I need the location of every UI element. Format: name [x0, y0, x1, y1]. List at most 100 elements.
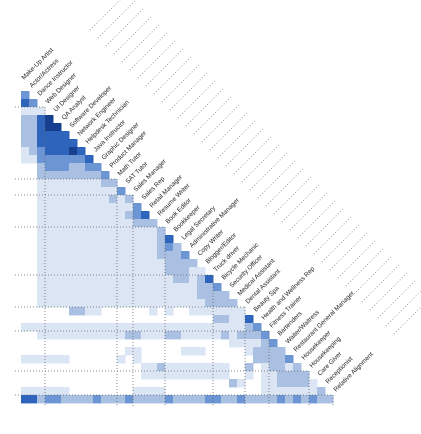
heatmap-cell	[229, 307, 238, 316]
heatmap-cell	[301, 387, 310, 396]
heatmap-cell	[165, 283, 174, 292]
heatmap-cell	[197, 283, 206, 292]
heatmap-cell	[45, 291, 54, 300]
heatmap-cell	[157, 363, 166, 372]
heatmap-cell	[85, 299, 94, 308]
heatmap-cell	[141, 323, 150, 332]
label-leader-line	[185, 87, 225, 127]
heatmap-cell	[125, 331, 134, 340]
heatmap-cell	[53, 387, 62, 396]
heatmap-cell	[61, 211, 70, 220]
heatmap-cell	[61, 155, 70, 164]
heatmap-cell	[85, 283, 94, 292]
heatmap-cell	[85, 171, 94, 180]
heatmap-cell	[93, 331, 102, 340]
heatmap-cell	[37, 251, 46, 260]
heatmap-cell	[45, 123, 54, 132]
label-leader-line	[161, 63, 201, 103]
heatmap-cell	[253, 331, 262, 340]
heatmap-cell	[205, 331, 214, 340]
heatmap-cell	[45, 179, 54, 188]
heatmap-cell	[149, 307, 158, 316]
label-leader-line	[217, 119, 257, 159]
heatmap-cell	[93, 163, 102, 172]
heatmap-cell	[61, 227, 70, 236]
heatmap-cell	[37, 131, 46, 140]
heatmap-cell	[285, 395, 294, 404]
heatmap-cell	[77, 195, 86, 204]
heatmap-cell	[189, 299, 198, 308]
heatmap-cell	[117, 187, 126, 196]
heatmap-cell	[53, 323, 62, 332]
heatmap-cell	[165, 331, 174, 340]
label-leader-line	[385, 290, 421, 327]
heatmap-cell	[93, 259, 102, 268]
heatmap-cell	[45, 203, 54, 212]
heatmap-cell	[37, 115, 46, 124]
heatmap-cell	[205, 291, 214, 300]
heatmap-cell	[125, 203, 134, 212]
heatmap-cell	[69, 155, 78, 164]
heatmap-cell	[173, 363, 182, 372]
heatmap-cell	[157, 283, 166, 292]
heatmap-cell	[149, 235, 158, 244]
heatmap-cell	[245, 363, 254, 372]
heatmap-cell	[37, 355, 46, 364]
heatmap-cell	[69, 203, 78, 212]
heatmap-cell	[133, 219, 142, 228]
heatmap-cell	[173, 323, 182, 332]
heatmap-cell	[93, 179, 102, 188]
heatmap-cell	[133, 291, 142, 300]
heatmap-cell	[21, 139, 30, 148]
heatmap-cell	[77, 147, 86, 156]
heatmap-cell	[53, 331, 62, 340]
heatmap-cell	[117, 267, 126, 276]
heatmap-cell	[253, 395, 262, 404]
heatmap-cell	[229, 299, 238, 308]
heatmap-cell	[69, 283, 78, 292]
heatmap-cell	[261, 339, 270, 348]
heatmap-cell	[21, 123, 30, 132]
heatmap-cell	[77, 171, 86, 180]
heatmap-cell	[61, 147, 70, 156]
heatmap-cell	[37, 283, 46, 292]
heatmap-cell	[213, 371, 222, 380]
heatmap-cell	[221, 371, 230, 380]
heatmap-cell	[125, 259, 134, 268]
heatmap-cell	[285, 379, 294, 388]
heatmap-cell	[69, 243, 78, 252]
heatmap-cell	[109, 275, 118, 284]
heatmap-cell	[69, 163, 78, 172]
heatmap-cell	[117, 227, 126, 236]
heatmap-cell	[45, 387, 54, 396]
heatmap-cell	[53, 171, 62, 180]
label-leader-line	[137, 39, 177, 79]
heatmap-cell	[69, 307, 78, 316]
heatmap-cell	[261, 331, 270, 340]
heatmap-cell	[85, 195, 94, 204]
heatmap-cell	[109, 299, 118, 308]
heatmap-cell	[133, 347, 142, 356]
heatmap-cell	[53, 163, 62, 172]
heatmap-cell	[61, 291, 70, 300]
heatmap-cell	[21, 91, 30, 100]
heatmap-cell	[125, 267, 134, 276]
heatmap-cell	[245, 395, 254, 404]
heatmap-cell	[221, 331, 230, 340]
heatmap-cell	[261, 371, 270, 380]
label-leader-line	[273, 175, 313, 215]
heatmap-cell	[213, 315, 222, 324]
heatmap-cell	[301, 395, 310, 404]
heatmap-cell	[173, 275, 182, 284]
label-leader-line	[377, 279, 417, 319]
heatmap-cell	[53, 211, 62, 220]
heatmap-cell	[165, 259, 174, 268]
heatmap-cell	[133, 251, 142, 260]
heatmap-cell	[141, 219, 150, 228]
heatmap-cell	[213, 363, 222, 372]
heatmap-cell	[93, 395, 102, 404]
heatmap-cell	[173, 283, 182, 292]
heatmap-cell	[45, 323, 54, 332]
heatmap-cell	[117, 211, 126, 220]
heatmap-cell	[261, 395, 270, 404]
